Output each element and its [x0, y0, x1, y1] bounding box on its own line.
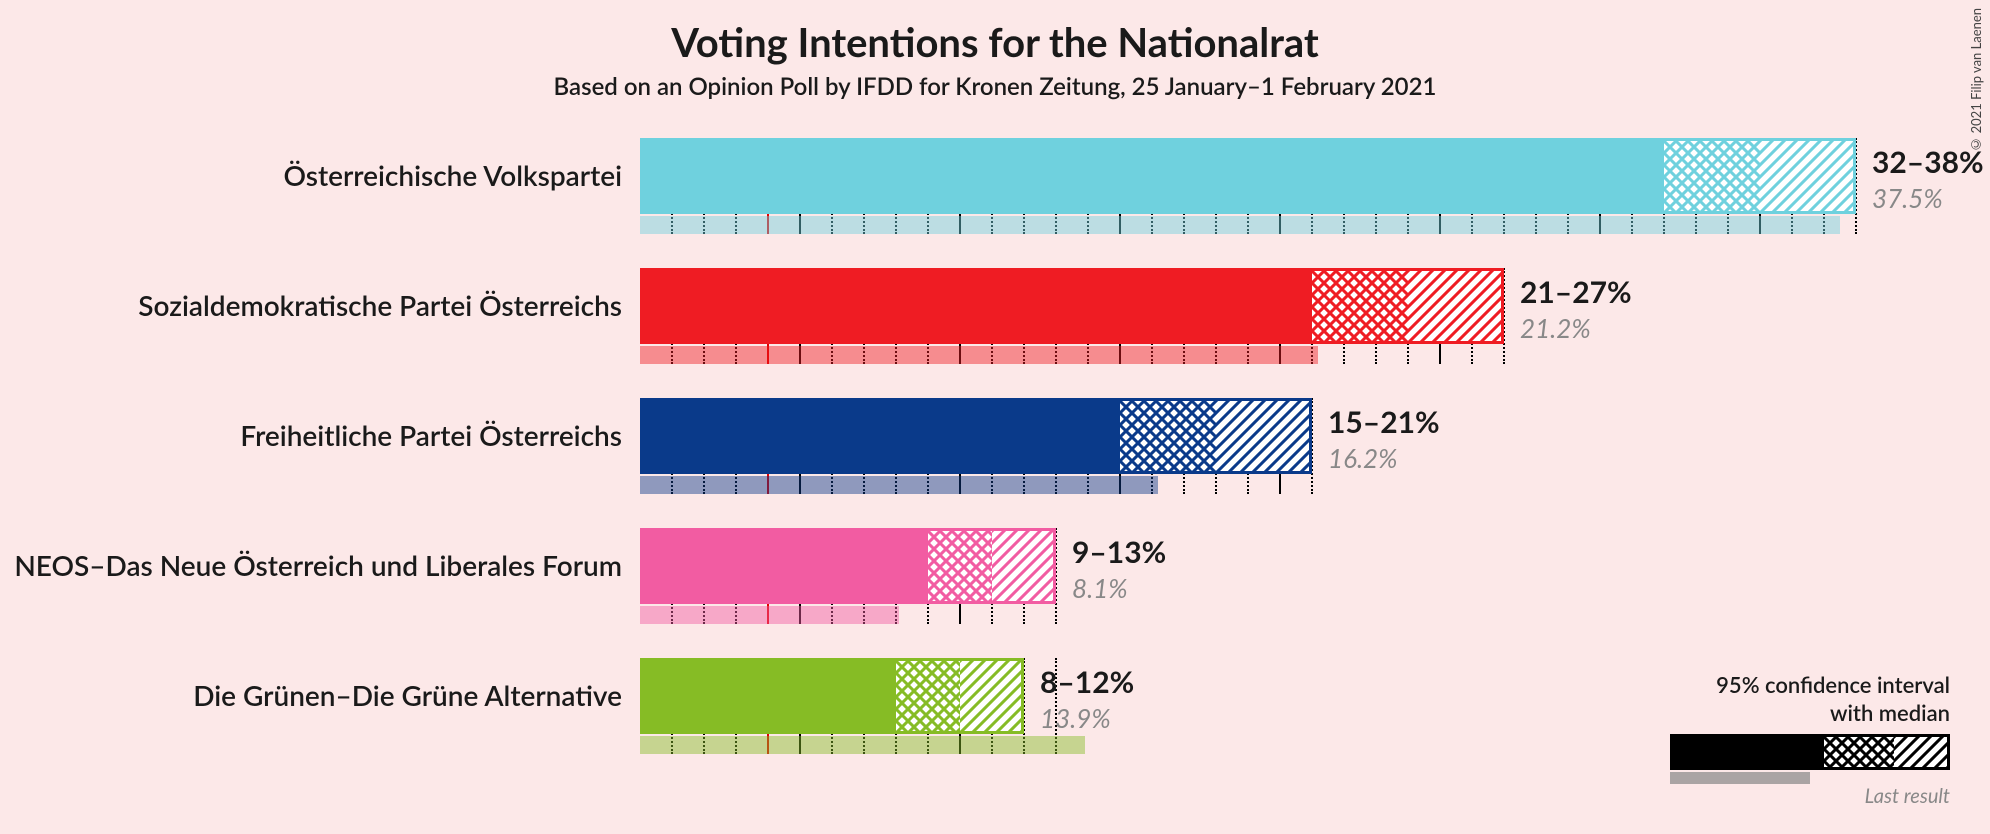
party-row: NEOS–Das Neue Österreich und Liberales F… [640, 520, 1920, 640]
last-result-bar [640, 216, 1840, 234]
bar-diagonal [1216, 398, 1312, 474]
chart-title: Voting Intentions for the Nationalrat [0, 0, 1990, 66]
legend-diag [1894, 734, 1950, 770]
bar-solid [640, 658, 896, 734]
bar-crosshatch [1120, 398, 1216, 474]
last-result-bar [640, 736, 1085, 754]
party-row: Österreichische Volkspartei32–38%37.5% [640, 130, 1920, 250]
party-label: Österreichische Volkspartei [283, 158, 622, 192]
last-result-bar [640, 346, 1318, 364]
bar-solid [640, 398, 1120, 474]
range-label: 32–38% [1872, 144, 1984, 180]
last-result-label: 16.2% [1328, 442, 1397, 474]
last-result-bar [640, 606, 899, 624]
bar-solid [640, 138, 1664, 214]
party-label: Die Grünen–Die Grüne Alternative [193, 678, 622, 712]
last-result-label: 8.1% [1072, 572, 1128, 604]
legend: 95% confidence interval with median Last… [1670, 671, 1950, 794]
legend-cross [1824, 734, 1894, 770]
bar-solid [640, 528, 928, 604]
legend-bar: Last result [1670, 734, 1950, 794]
last-result-label: 37.5% [1872, 182, 1943, 214]
legend-last-bar [1670, 772, 1810, 784]
bar-solid [640, 268, 1312, 344]
legend-line2: with median [1830, 699, 1950, 726]
party-label: Freiheitliche Partei Österreichs [240, 418, 622, 452]
last-result-label: 13.9% [1040, 702, 1111, 734]
bar-crosshatch [1664, 138, 1760, 214]
bar-crosshatch [1312, 268, 1408, 344]
range-label: 15–21% [1328, 404, 1440, 440]
legend-confidence-bar [1670, 734, 1950, 770]
legend-line1: 95% confidence interval [1716, 671, 1950, 698]
legend-solid [1670, 734, 1824, 770]
last-result-bar [640, 476, 1158, 494]
legend-last-label: Last result [1865, 784, 1950, 808]
party-row: Sozialdemokratische Partei Österreichs21… [640, 260, 1920, 380]
bar-diagonal [992, 528, 1056, 604]
bar-diagonal [960, 658, 1024, 734]
legend-title: 95% confidence interval with median [1670, 671, 1950, 726]
party-label: NEOS–Das Neue Österreich und Liberales F… [14, 548, 622, 582]
range-label: 9–13% [1072, 534, 1166, 570]
chart-subtitle: Based on an Opinion Poll by IFDD for Kro… [0, 66, 1990, 121]
bar-diagonal [1408, 268, 1504, 344]
range-label: 21–27% [1520, 274, 1632, 310]
party-label: Sozialdemokratische Partei Österreichs [138, 288, 622, 322]
last-result-label: 21.2% [1520, 312, 1591, 344]
range-label: 8–12% [1040, 664, 1134, 700]
bar-crosshatch [896, 658, 960, 734]
copyright-text: © 2021 Filip van Laenen [1968, 8, 1984, 153]
party-row: Freiheitliche Partei Österreichs15–21%16… [640, 390, 1920, 510]
bar-diagonal [1760, 138, 1856, 214]
bar-crosshatch [928, 528, 992, 604]
